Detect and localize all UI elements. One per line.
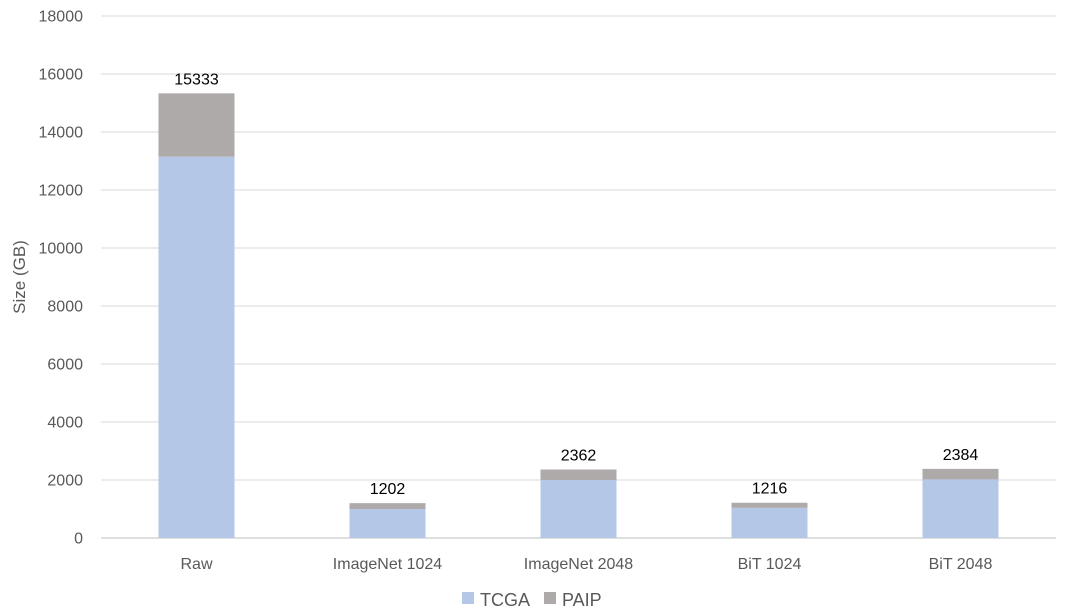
y-tick-label: 16000	[39, 67, 84, 84]
y-tick-label: 0	[74, 531, 83, 548]
legend-label-tcga: TCGA	[480, 590, 530, 610]
bar-tcga-4	[922, 479, 999, 538]
x-axis-ticks: Raw ImageNet 1024 ImageNet 2048 BiT 1024 BiT…	[180, 556, 992, 573]
x-tick-label: ImageNet 2048	[524, 556, 634, 573]
y-tick-label: 8000	[47, 299, 83, 316]
bar-tcga-0	[158, 156, 235, 538]
y-tick-label: 2000	[47, 473, 83, 490]
bar-paip-0	[158, 93, 235, 157]
total-label: 2362	[561, 448, 597, 465]
y-axis-title: Size (GB)	[10, 240, 29, 314]
legend-swatch-tcga	[462, 592, 474, 604]
bar-tcga-1	[349, 509, 426, 538]
x-tick-label: BiT 2048	[929, 556, 993, 573]
x-tick-label: Raw	[180, 556, 212, 573]
legend-swatch-paip	[544, 592, 556, 604]
legend: TCGA PAIP	[462, 590, 602, 610]
bar-tcga-3	[731, 507, 808, 538]
y-tick-label: 14000	[39, 125, 84, 142]
total-label: 1202	[370, 481, 406, 498]
bar-paip-1	[349, 503, 426, 509]
bar-paip-3	[731, 502, 808, 508]
total-labels: 15333 1202 2362 1216 2384	[174, 71, 978, 498]
gridlines	[101, 15, 1056, 539]
y-axis-ticks: 0 2000 4000 6000 8000 10000 12000 14000 16000 180…	[39, 9, 84, 548]
bar-paip-4	[922, 468, 999, 480]
y-tick-label: 12000	[39, 183, 84, 200]
bar-tcga-2	[540, 480, 617, 538]
total-label: 15333	[174, 71, 219, 88]
y-tick-label: 18000	[39, 9, 84, 26]
y-tick-label: 6000	[47, 357, 83, 374]
y-tick-label: 10000	[39, 241, 84, 258]
y-tick-label: 4000	[47, 415, 83, 432]
legend-label-paip: PAIP	[562, 590, 602, 610]
x-tick-label: ImageNet 1024	[333, 556, 443, 573]
total-label: 2384	[943, 447, 979, 464]
x-tick-label: BiT 1024	[738, 556, 802, 573]
bar-paip-2	[540, 469, 617, 480]
bars	[158, 93, 999, 538]
total-label: 1216	[752, 481, 788, 498]
